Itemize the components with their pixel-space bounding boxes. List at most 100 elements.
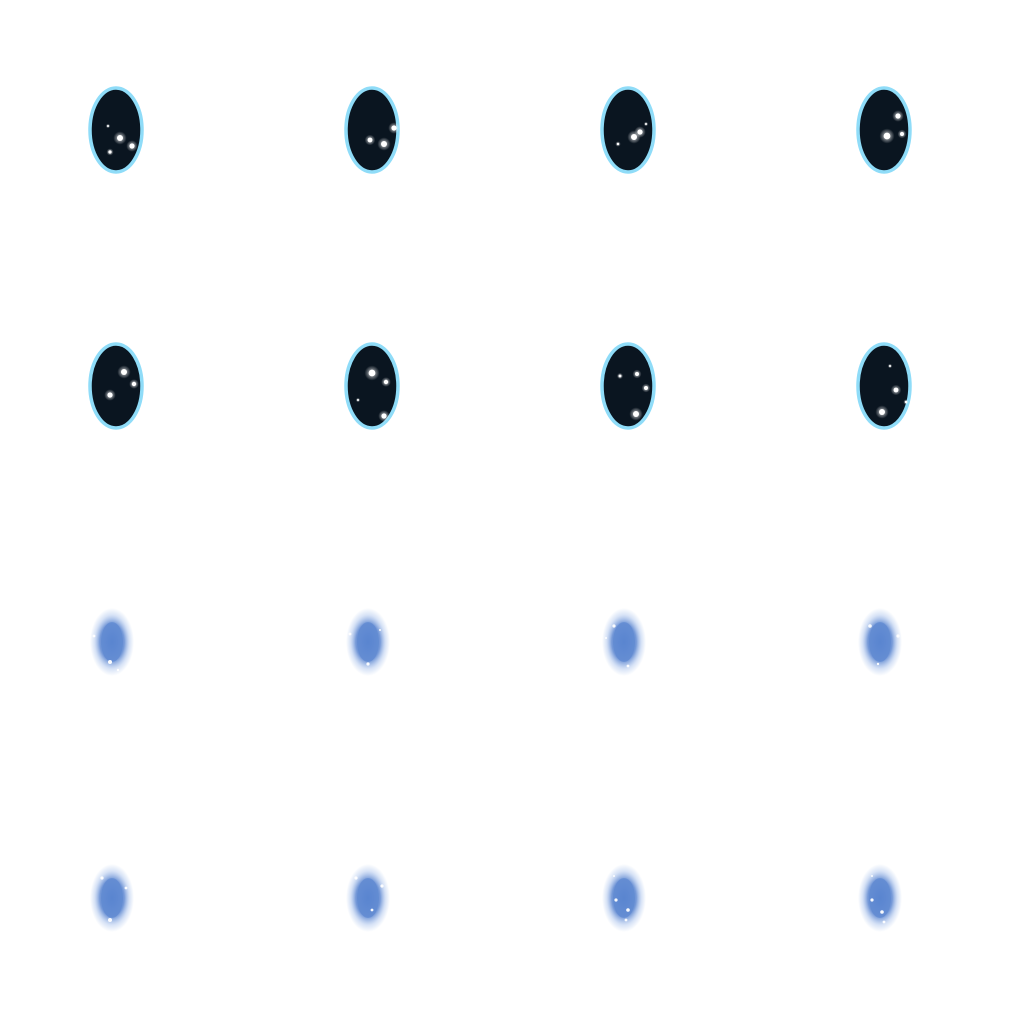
portal-frame-8 [768, 256, 1024, 512]
star [117, 135, 123, 141]
star [880, 910, 884, 914]
nebula-core [101, 878, 123, 918]
star [368, 369, 376, 377]
blue-nebula-icon [602, 864, 646, 932]
star [635, 372, 639, 376]
star [383, 379, 389, 385]
starry-portal-icon [344, 86, 400, 174]
star [904, 400, 908, 404]
star [893, 387, 899, 393]
star [896, 634, 900, 638]
star [870, 898, 874, 902]
nebula-frame-12 [768, 512, 1024, 768]
portal-ellipse [600, 342, 656, 430]
star [633, 411, 639, 417]
starry-portal-icon [600, 86, 656, 174]
star [637, 129, 643, 135]
blue-nebula-icon [858, 864, 902, 932]
nebula-core [357, 622, 379, 662]
star [381, 413, 387, 419]
star [367, 137, 373, 143]
nebula-core [613, 878, 635, 918]
star [121, 369, 127, 375]
portal-frame-6 [256, 256, 512, 512]
star [616, 142, 620, 146]
star [348, 632, 352, 636]
portal-frame-2 [256, 0, 512, 256]
star [644, 386, 648, 390]
blue-nebula-icon [858, 608, 902, 676]
star [614, 898, 618, 902]
blue-nebula-icon [346, 608, 390, 676]
nebula-frame-15 [512, 768, 768, 1024]
blue-nebula-icon [602, 608, 646, 676]
star [876, 662, 880, 666]
star [381, 141, 387, 147]
nebula-core [869, 878, 891, 918]
nebula-frame-11 [512, 512, 768, 768]
nebula-core [613, 622, 635, 662]
star [391, 125, 397, 131]
star [889, 365, 891, 367]
starry-portal-icon [88, 342, 144, 430]
star [882, 920, 886, 924]
star [871, 875, 873, 877]
star [108, 660, 112, 664]
star [605, 637, 607, 639]
star [895, 113, 901, 119]
portal-frame-3 [512, 0, 768, 256]
star [900, 132, 904, 136]
nebula-core [357, 878, 379, 918]
nebula-frame-14 [256, 768, 512, 1024]
star [612, 624, 616, 628]
portal-frame-1 [0, 0, 256, 256]
star [613, 875, 615, 877]
star [883, 132, 891, 140]
nebula-frame-9 [0, 512, 256, 768]
star [879, 409, 885, 415]
portal-ellipse [88, 342, 144, 430]
star [626, 664, 630, 668]
star [131, 381, 137, 387]
portal-ellipse [88, 86, 144, 174]
blue-nebula-icon [90, 864, 134, 932]
nebula-frame-10 [256, 512, 512, 768]
portal-ellipse [856, 342, 912, 430]
starry-portal-icon [856, 342, 912, 430]
portal-frame-5 [0, 256, 256, 512]
star [107, 125, 109, 127]
portal-frame-4 [768, 0, 1024, 256]
star [626, 908, 630, 912]
portal-frame-7 [512, 256, 768, 512]
star [357, 399, 359, 401]
star [645, 123, 647, 125]
star [618, 374, 622, 378]
star [108, 150, 112, 154]
nebula-frame-13 [0, 768, 256, 1024]
portal-ellipse [600, 86, 656, 174]
blue-nebula-icon [90, 608, 134, 676]
star [100, 876, 104, 880]
nebula-core [101, 622, 123, 662]
star [366, 662, 370, 666]
star [124, 886, 128, 890]
star [379, 629, 381, 631]
starry-portal-icon [856, 86, 912, 174]
nebula-core [869, 622, 891, 662]
star [116, 668, 120, 672]
star [108, 918, 112, 922]
nebula-frame-16 [768, 768, 1024, 1024]
star [380, 884, 384, 888]
star [107, 392, 113, 398]
star [370, 908, 374, 912]
star [129, 143, 135, 149]
star [92, 634, 96, 638]
starry-portal-icon [600, 342, 656, 430]
star [868, 624, 872, 628]
star [354, 876, 358, 880]
starry-portal-icon [344, 342, 400, 430]
star [624, 918, 628, 922]
blue-nebula-icon [346, 864, 390, 932]
starry-portal-icon [88, 86, 144, 174]
